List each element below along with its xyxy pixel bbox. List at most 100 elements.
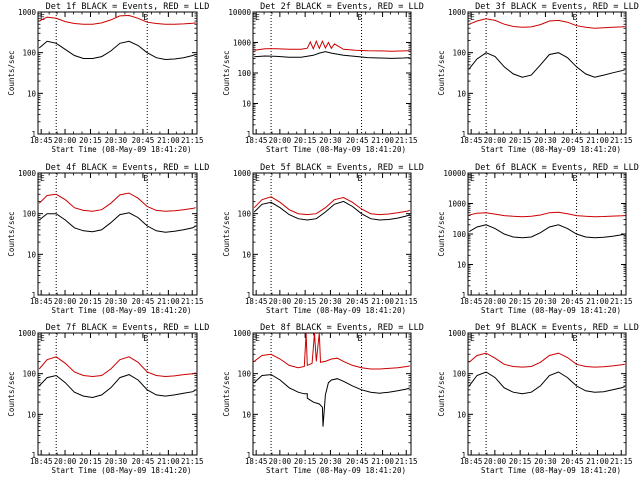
x-tick-label: 20:30 [105,136,128,145]
x-tick-label: 18:45 [245,297,268,306]
x-tick-label: 20:30 [319,457,342,466]
lld-series-line [468,352,625,368]
lld-series-line [254,39,410,52]
plot-frame [37,332,198,456]
y-tick-label: 1 [246,130,251,139]
event-marker-label: E [255,334,260,343]
x-tick-label: 20:30 [534,136,557,145]
x-tick-label: 20:45 [346,136,369,145]
x-tick-label: 21:15 [610,457,633,466]
plot-title: Det 7f BLACK = Events, RED = LLD [46,323,210,333]
event-marker-label: E [40,13,45,22]
event-marker-label: E [358,174,363,183]
y-tick-label: 100 [22,49,36,58]
detector-plot-1: Det 1f BLACK = Events, RED = LLD 1 10 100 10… [7,2,209,154]
y-tick-label: 1000 [18,169,37,178]
x-tick-label: 18:45 [460,136,483,145]
event-marker-label: E [40,334,45,343]
x-tick-label: 20:45 [561,297,584,306]
x-tick-label: 21:00 [371,136,394,145]
y-tick-label: 1000 [448,8,467,17]
y-tick-label: 1000 [18,8,37,17]
x-tick-label: 20:00 [269,297,292,306]
x-tick-label: 20:45 [561,457,584,466]
y-tick-label: 1000 [18,329,37,338]
y-tick-label: 10 [242,250,252,259]
x-axis-label: Start Time (08-May-09 18:41:20) [481,466,621,475]
x-tick-label: 21:15 [181,297,204,306]
x-tick-label: 20:15 [79,297,102,306]
x-axis-label: Start Time (08-May-09 18:41:20) [266,466,406,475]
events-series-line [468,371,625,395]
x-tick-label: 20:00 [484,136,507,145]
plot-title: Det 2f BLACK = Events, RED = LLD [260,2,424,12]
x-tick-label: 21:15 [395,297,418,306]
events-series-line [468,52,625,78]
x-tick-label: 20:15 [294,297,317,306]
x-tick-label: 21:15 [181,136,204,145]
x-tick-label: 18:45 [30,457,53,466]
y-tick-label: 10 [457,89,467,98]
events-series-line [254,51,410,59]
x-tick-label: 20:30 [534,297,557,306]
y-tick-label: 10 [457,261,467,270]
events-series-line [253,200,410,221]
plot-title: Det 1f BLACK = Events, RED = LLD [46,2,210,12]
y-axis-label: Counts/sec [7,371,16,416]
y-tick-label: 1 [461,451,466,460]
lld-series-line [38,192,196,212]
detector-plot-9: Det 9f BLACK = Events, RED = LLD 1 10 100 10… [437,323,639,475]
x-tick-label: 20:45 [132,457,155,466]
x-tick-label: 20:15 [294,457,317,466]
y-tick-label: 1000 [233,169,252,178]
x-tick-label: 20:45 [132,297,155,306]
y-tick-label: 10 [27,89,37,98]
y-tick-label: 10 [457,410,467,419]
y-axis-label: Counts/sec [7,211,16,256]
event-marker-label: E [255,174,260,183]
plot-frame [252,332,412,456]
y-tick-label: 1000 [233,329,252,338]
events-series-line [468,224,625,239]
x-tick-label: 21:15 [395,457,418,466]
y-axis-label: Counts/sec [437,371,446,416]
y-tick-label: 1000 [448,200,467,209]
event-marker-label: E [573,334,578,343]
y-axis-label: Counts/sec [7,50,16,95]
y-tick-label: 100 [237,69,251,78]
plot-title: Det 4f BLACK = Events, RED = LLD [46,163,210,173]
x-tick-label: 20:15 [79,457,102,466]
lld-series-line [253,196,410,216]
y-tick-label: 1 [31,291,36,300]
x-tick-label: 21:00 [157,457,180,466]
x-tick-label: 20:30 [105,457,128,466]
x-tick-label: 21:15 [610,136,633,145]
x-tick-label: 21:15 [181,457,204,466]
plot-frame [467,172,627,296]
x-axis-label: Start Time (08-May-09 18:41:20) [52,306,192,315]
x-tick-label: 20:45 [346,457,369,466]
y-tick-label: 1 [31,130,36,139]
event-marker-label: E [40,174,45,183]
y-tick-label: 1 [461,130,466,139]
detector-plot-2: Det 2f BLACK = Events, RED = LLD 1 10 100 10… [222,2,424,154]
event-marker-label: E [573,13,578,22]
y-tick-label: 1 [246,451,251,460]
plot-frame [37,11,198,135]
x-tick-label: 18:45 [460,297,483,306]
y-tick-label: 100 [237,210,251,219]
x-tick-label: 18:45 [30,297,53,306]
event-marker-label: E [143,334,148,343]
y-tick-label: 10 [27,410,37,419]
plot-title: Det 9f BLACK = Events, RED = LLD [475,323,639,333]
y-tick-label: 100 [22,210,36,219]
event-marker-label: E [470,13,475,22]
x-tick-label: 20:00 [484,297,507,306]
plot-title: Det 8f BLACK = Events, RED = LLD [260,323,424,333]
y-tick-label: 1000 [448,329,467,338]
x-tick-label: 20:00 [54,297,77,306]
x-tick-label: 18:45 [245,136,268,145]
x-tick-label: 21:00 [371,297,394,306]
x-tick-label: 20:30 [105,297,128,306]
x-tick-label: 21:00 [371,457,394,466]
